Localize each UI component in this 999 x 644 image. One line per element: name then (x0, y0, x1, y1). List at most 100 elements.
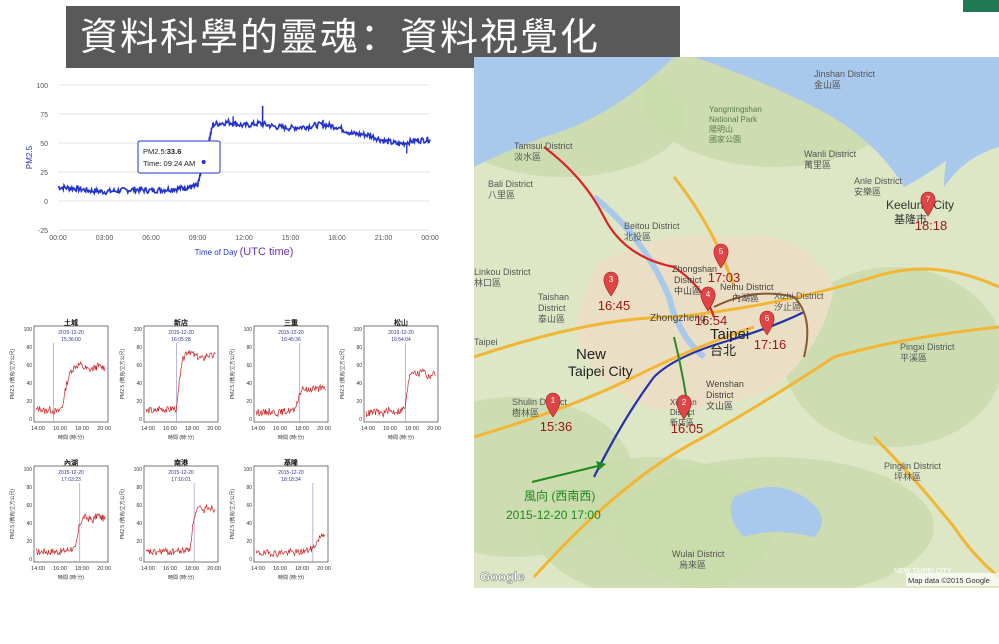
pm25-sensor-line (255, 383, 326, 418)
y-tick-label: 100 (244, 467, 253, 473)
y-tick-label: 20 (246, 539, 252, 545)
marker-time: 17:16 (754, 337, 787, 352)
y-tick-label: 0 (29, 557, 32, 563)
panel-date: 2015-12-20 (388, 330, 414, 336)
place-label: Taipei City (568, 363, 633, 379)
marker-number: 1 (551, 396, 556, 405)
urban-area (574, 235, 834, 410)
place-label: Taishan (538, 292, 569, 302)
panel-time: 18:18:34 (281, 477, 301, 483)
map-attribution: Map data ©2015 Google (908, 576, 990, 585)
map-marker-3[interactable]: 3 16:45 (598, 271, 631, 313)
x-tick-label: 20:00 (207, 566, 221, 572)
place-label: 安樂區 (854, 186, 881, 197)
place-label: Bali District (488, 179, 534, 189)
marker-number: 5 (719, 247, 724, 256)
panel-time: 16:45:36 (281, 337, 301, 343)
station-name: 內湖 (64, 458, 78, 467)
place-label: Wulai District (672, 549, 725, 559)
panel-frame (143, 465, 219, 563)
place-label: Taipei (474, 337, 498, 347)
tooltip-time: Time: 09:24 AM (143, 159, 195, 168)
place-label: 金山區 (814, 79, 841, 90)
wind-arrow-head-icon (596, 461, 606, 470)
pm25-sensor-line (145, 350, 216, 414)
y-tick-label: 20 (356, 399, 362, 405)
panel-frame (143, 325, 219, 423)
google-logo: Google (480, 569, 525, 584)
map-panel[interactable]: Jinshan District 金山區 Yangmingshan National … (474, 57, 999, 588)
y-tick-label: 80 (26, 345, 32, 351)
x-tick-label: 20:00 (97, 566, 111, 572)
y-tick-label: 80 (356, 345, 362, 351)
y-tick-label: 80 (136, 345, 142, 351)
road (872, 435, 999, 579)
y-tick-label: 100 (354, 327, 363, 333)
marker-pin-icon (713, 243, 729, 269)
place-label: Keelung City (886, 198, 954, 212)
map-marker-5[interactable]: 5 17:03 (708, 243, 741, 285)
map-marker-6[interactable]: 6 17:16 (754, 310, 787, 352)
y-axis-label: PM2.5 (微克/立方公尺) (229, 348, 236, 399)
tooltip-point (201, 160, 206, 165)
pm25-series-line (57, 117, 431, 196)
x-tick-label: 14:00 (141, 566, 155, 572)
y-tick-label: 100 (24, 327, 33, 333)
y-tick-label: 60 (26, 503, 32, 509)
place-label: 淡水區 (514, 151, 541, 162)
y-tick-label: 20 (26, 539, 32, 545)
marker-pin-icon (676, 394, 692, 420)
wind-direction-label: 風向 (西南西) (524, 488, 595, 503)
x-axis-label: 時間 (時:分) (168, 434, 194, 441)
x-tick-label: 16:00 (273, 426, 287, 432)
x-tick-label: 14:00 (31, 566, 45, 572)
map-marker-7[interactable]: 7 18:18 (915, 191, 948, 233)
x-tick-label: 16:00 (273, 566, 287, 572)
y-tick-label: 75 (40, 112, 48, 119)
y-tick-label: 40 (136, 521, 142, 527)
marker-time: 16:54 (695, 313, 728, 328)
place-label: 台北 (710, 343, 736, 358)
sea-area (694, 57, 999, 187)
road (672, 176, 736, 288)
map-marker-2[interactable]: 2 16:05 (671, 394, 704, 436)
panel-date: 2015-12-20 (58, 470, 84, 476)
x-tick-label: 06:00 (142, 235, 160, 242)
y-tick-label: 40 (26, 381, 32, 387)
station-name: 松山 (394, 318, 408, 327)
map-marker-1[interactable]: 1 15:36 (540, 392, 573, 434)
terrain-area (534, 457, 774, 588)
page-title: 資料科學的靈魂：資料視覺化 (80, 15, 601, 59)
marker-time: 17:03 (708, 270, 741, 285)
road (474, 267, 999, 359)
x-tick-label: 20:00 (207, 426, 221, 432)
map-marker-4[interactable]: 4 16:54 (695, 286, 728, 328)
x-tick-label: 20:00 (427, 426, 441, 432)
y-tick-label: 20 (136, 399, 142, 405)
y-axis-label: PM2.5 (微克/立方公尺) (339, 348, 346, 399)
x-tick-label: 18:00 (75, 566, 89, 572)
place-label: 基隆市 (894, 212, 927, 226)
y-tick-label: 40 (246, 381, 252, 387)
x-tick-label: 14:00 (251, 426, 265, 432)
x-tick-label: 21:00 (375, 235, 393, 242)
x-axis-label: 時間 (時:分) (58, 574, 84, 581)
x-tick-label: 16:00 (383, 426, 397, 432)
place-label: Wenshan (706, 379, 744, 389)
place-label: NEW TAIPEI CITY (894, 568, 952, 575)
y-tick-label: 40 (26, 521, 32, 527)
place-label: Neihu District (720, 282, 774, 292)
y-tick-label: 100 (244, 327, 253, 333)
place-label: Zhongshan (672, 264, 717, 274)
y-tick-label: 0 (249, 557, 252, 563)
marker-number: 4 (706, 290, 711, 299)
x-tick-label: 00:00 (49, 235, 67, 242)
marker-pin-icon (603, 271, 619, 297)
y-tick-label: 80 (246, 345, 252, 351)
panel-date: 2015-12-20 (168, 470, 194, 476)
y-tick-label: 60 (136, 363, 142, 369)
